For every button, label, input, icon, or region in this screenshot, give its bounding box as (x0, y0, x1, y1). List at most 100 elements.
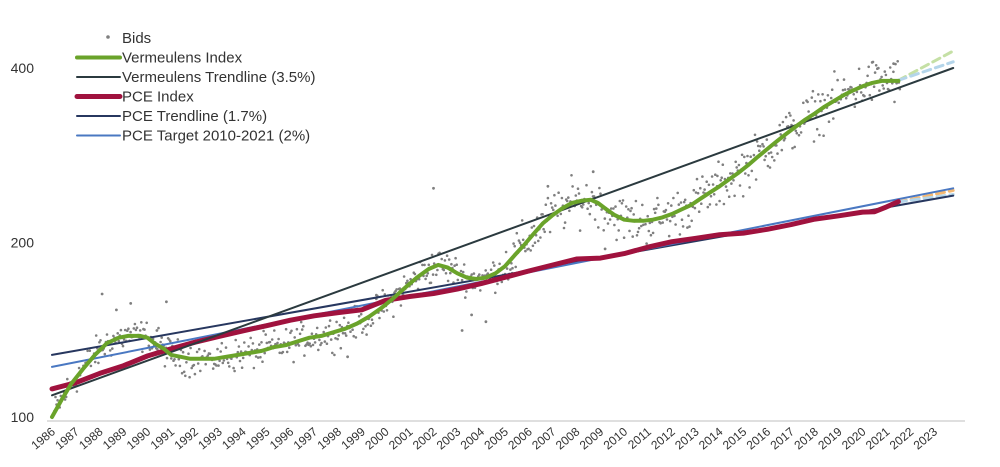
bid-point (284, 327, 288, 331)
bid-point (574, 194, 578, 197)
bid-point (699, 186, 702, 190)
bid-point (682, 200, 686, 204)
bid-point (680, 218, 684, 221)
bid-point (215, 364, 218, 367)
bid-point (620, 202, 624, 205)
bid-point (157, 326, 160, 330)
bid-point (489, 268, 493, 272)
bid-point (807, 110, 810, 113)
bid-point (232, 366, 235, 370)
bid-point (413, 272, 417, 276)
bid-point (385, 309, 389, 312)
bid-point (192, 363, 196, 367)
bid-point (881, 84, 884, 87)
bid-point (852, 93, 855, 96)
x-tick-label: 1999 (338, 424, 368, 452)
bid-point (781, 120, 785, 124)
bid-point (778, 123, 781, 127)
x-tick-label: 1989 (100, 424, 130, 452)
bid-point (369, 324, 373, 328)
bid-point (844, 96, 848, 100)
bid-point (303, 354, 306, 357)
bid-point (188, 375, 191, 379)
bid-point (203, 349, 206, 353)
bid-point (815, 127, 819, 131)
bid-point (795, 131, 799, 135)
bid-point (447, 258, 451, 261)
bid-point (793, 145, 796, 149)
bid-point (103, 352, 107, 356)
bid-point (563, 221, 567, 224)
bid-point (830, 88, 834, 91)
bid-point (617, 229, 620, 232)
bid-point (646, 214, 649, 218)
bid-point (648, 221, 652, 225)
bid-point (453, 264, 456, 268)
bid-point (392, 315, 395, 319)
bid-point (121, 344, 125, 348)
bid-point (770, 155, 774, 159)
bid-point (741, 195, 745, 198)
bid-point (299, 320, 303, 324)
bid-point (450, 262, 453, 266)
bid-point (309, 344, 313, 348)
bid-point (591, 170, 595, 174)
bid-point (199, 369, 202, 373)
bid-point (710, 175, 714, 178)
x-tick-label: 1991 (148, 424, 178, 452)
bid-point (843, 88, 847, 91)
bid-point (456, 278, 460, 282)
bid-point (341, 331, 345, 335)
x-tick-label: 1994 (219, 424, 249, 452)
bid-point (799, 131, 803, 134)
bid-point (652, 207, 656, 211)
bid-point (435, 273, 438, 277)
bid-point (629, 209, 632, 213)
bid-point (580, 206, 584, 209)
x-tick-label: 2018 (791, 424, 821, 452)
bid-point (665, 218, 669, 221)
bid-point (608, 218, 612, 221)
bid-point (837, 101, 840, 105)
bid-point (690, 219, 693, 223)
bid-point (700, 202, 703, 205)
bid-point (56, 399, 59, 402)
bid-point (589, 204, 593, 208)
bid-point (233, 369, 236, 373)
bid-point (707, 183, 711, 187)
bid-point (701, 175, 704, 178)
bid-point (165, 300, 168, 304)
bid-point (513, 244, 516, 248)
bid-point (549, 202, 553, 205)
bid-point (454, 256, 457, 260)
bid-point (486, 272, 490, 275)
bid-point (630, 206, 633, 210)
bid-point (443, 259, 447, 262)
bid-point (294, 343, 298, 347)
x-tick-label: 1990 (124, 424, 154, 452)
bid-point (797, 133, 801, 137)
bid-point (832, 117, 835, 120)
bid-point (765, 138, 769, 141)
bid-point (504, 250, 508, 254)
bid-point (880, 75, 883, 79)
bid-point (833, 70, 836, 73)
bid-point (176, 338, 180, 341)
x-tick-label: 1997 (291, 424, 321, 452)
bid-point (694, 191, 698, 194)
bid-point (276, 341, 279, 345)
bid-point (460, 329, 464, 332)
x-tick-label: 2006 (505, 424, 535, 452)
bid-point (674, 223, 677, 226)
x-tick-label: 2017 (768, 424, 798, 452)
x-tick-label: 2022 (887, 424, 917, 452)
bid-point (352, 334, 356, 338)
bid-point (702, 191, 705, 194)
bid-point (500, 280, 504, 284)
bid-point (206, 354, 210, 357)
bid-point (322, 330, 326, 334)
bid-point (738, 184, 742, 187)
bid-point (761, 142, 764, 146)
bid-point (254, 355, 258, 358)
bid-point (155, 329, 159, 332)
